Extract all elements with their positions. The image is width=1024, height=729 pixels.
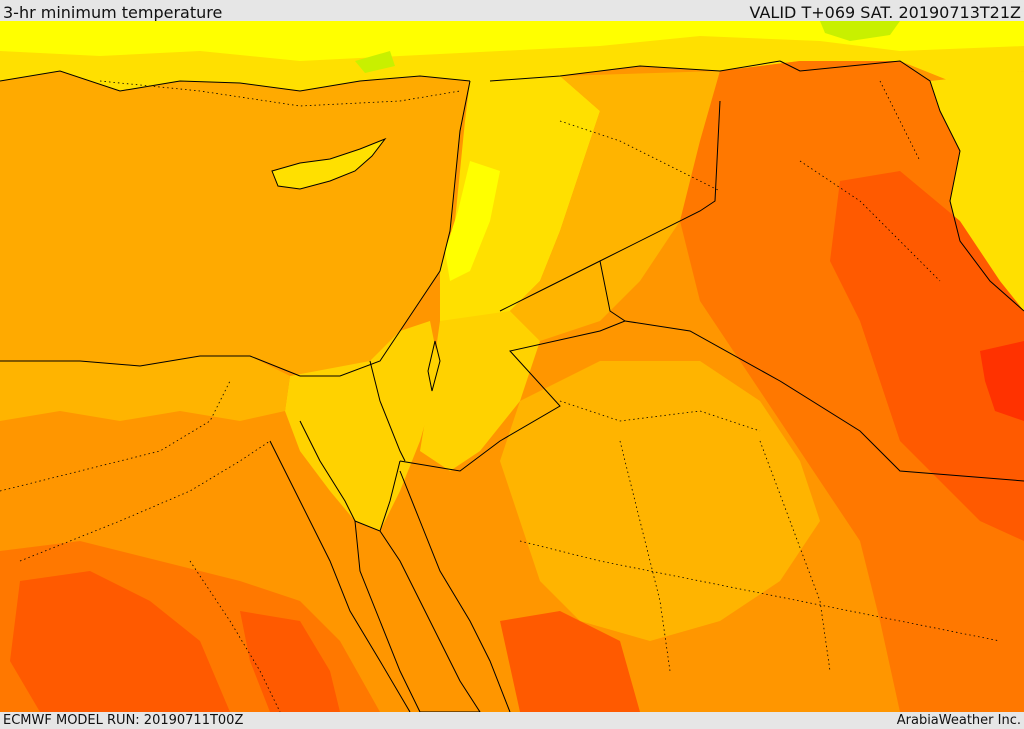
syria-iraq-border (499, 100, 721, 312)
iraq-saudi-border (624, 320, 1024, 482)
map-title: 3-hr minimum temperature (3, 3, 223, 22)
province-line (559, 400, 761, 432)
egypt-south-red-2 (10, 571, 230, 712)
temperature-map-svg (0, 21, 1024, 712)
iran-iraq-border (779, 60, 1024, 312)
hejaz-red-orange (500, 611, 640, 712)
arabia-red-sea-coast (399, 470, 511, 712)
cyprus (271, 137, 387, 190)
province-line (799, 160, 941, 282)
turkey-coast (0, 70, 471, 92)
northern-bright-yellow (0, 21, 1024, 61)
title-bar: 3-hr minimum temperature VALID T+069 SAT… (0, 0, 1024, 22)
dead-sea (427, 340, 441, 392)
turkey-syria-border (489, 60, 781, 82)
syria-amber (510, 71, 720, 341)
gulf-suez (299, 420, 356, 522)
egypt-coast-amber (0, 356, 290, 421)
levant-yellow (440, 76, 600, 321)
sinai-red-sea-coast (269, 440, 411, 712)
credit-label: ArabiaWeather Inc. (896, 713, 1021, 728)
province-line (879, 80, 921, 162)
gulf-aqaba-west (379, 460, 401, 532)
province-line (0, 380, 231, 492)
basra-red-orange (830, 171, 1024, 541)
zagros-yellow (930, 71, 1024, 311)
nafud-amber (500, 361, 820, 641)
province-boundaries (0, 80, 1001, 712)
red-sea-coast-red (240, 611, 340, 712)
temperature-map (0, 21, 1024, 712)
jordan-saudi-border (399, 260, 627, 472)
sinai-gold (285, 321, 440, 531)
province-line (189, 560, 281, 712)
red-sea (354, 520, 481, 712)
egypt-coast (0, 355, 301, 377)
model-run-label: ECMWF MODEL RUN: 20190711T00Z (3, 713, 244, 728)
province-line (519, 540, 1001, 642)
levant-coast (300, 80, 471, 377)
egypt-israel-border (369, 360, 406, 462)
political-borders (0, 60, 1024, 712)
province-line (619, 440, 671, 672)
basra-red (980, 341, 1024, 421)
mediterranean-sea (0, 71, 470, 376)
footer-bar: ECMWF MODEL RUN: 20190711T00Z ArabiaWeat… (0, 712, 1024, 729)
province-line (559, 120, 721, 192)
levant-bright (445, 161, 500, 281)
valid-time-label: VALID T+069 SAT. 20190713T21Z (749, 3, 1021, 22)
cool-green-patch (820, 21, 900, 41)
cool-green-patch-2 (355, 51, 395, 73)
